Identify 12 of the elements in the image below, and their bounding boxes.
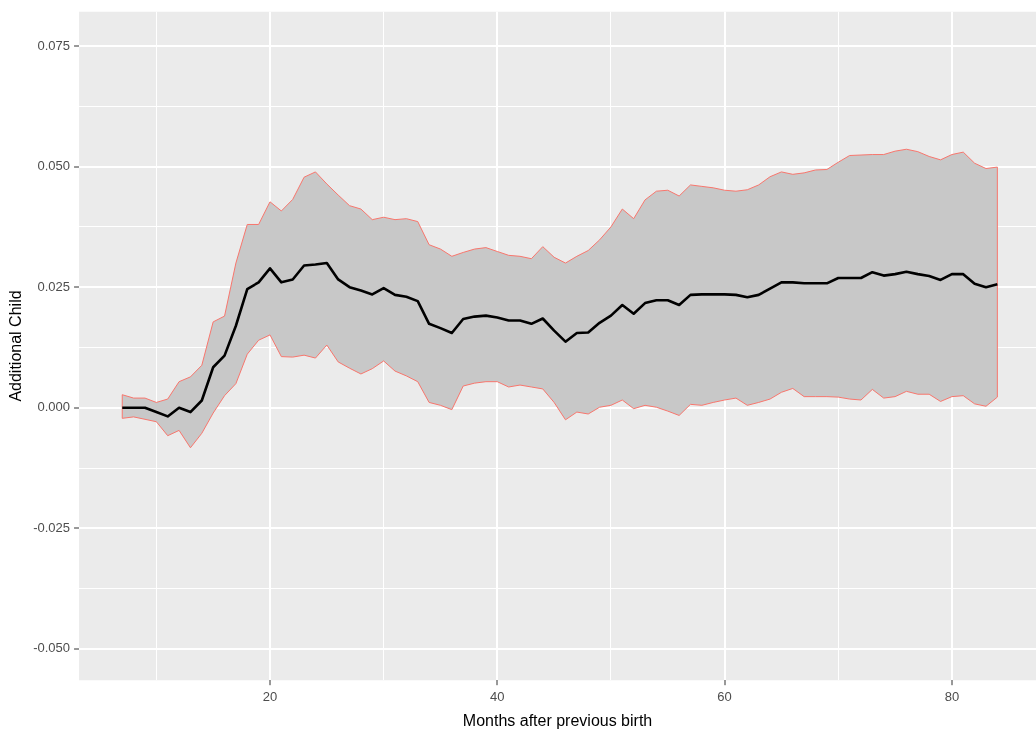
x-tick-label: 80 <box>944 688 960 704</box>
y-tick-label: 0.025 <box>37 278 71 294</box>
x-tick-label: 20 <box>262 688 278 704</box>
x-axis-title: Months after previous birth <box>462 711 653 729</box>
y-axis-title: Additional Child <box>7 290 25 402</box>
x-tick-label: 40 <box>490 688 505 704</box>
y-tick-label: -0.025 <box>33 519 71 535</box>
y-tick-label: 0.000 <box>37 399 71 415</box>
y-tick-label: 0.075 <box>37 37 71 53</box>
x-tick-label: 60 <box>717 688 732 704</box>
y-tick-label: -0.050 <box>33 640 71 656</box>
y-tick-label: 0.050 <box>37 158 71 174</box>
